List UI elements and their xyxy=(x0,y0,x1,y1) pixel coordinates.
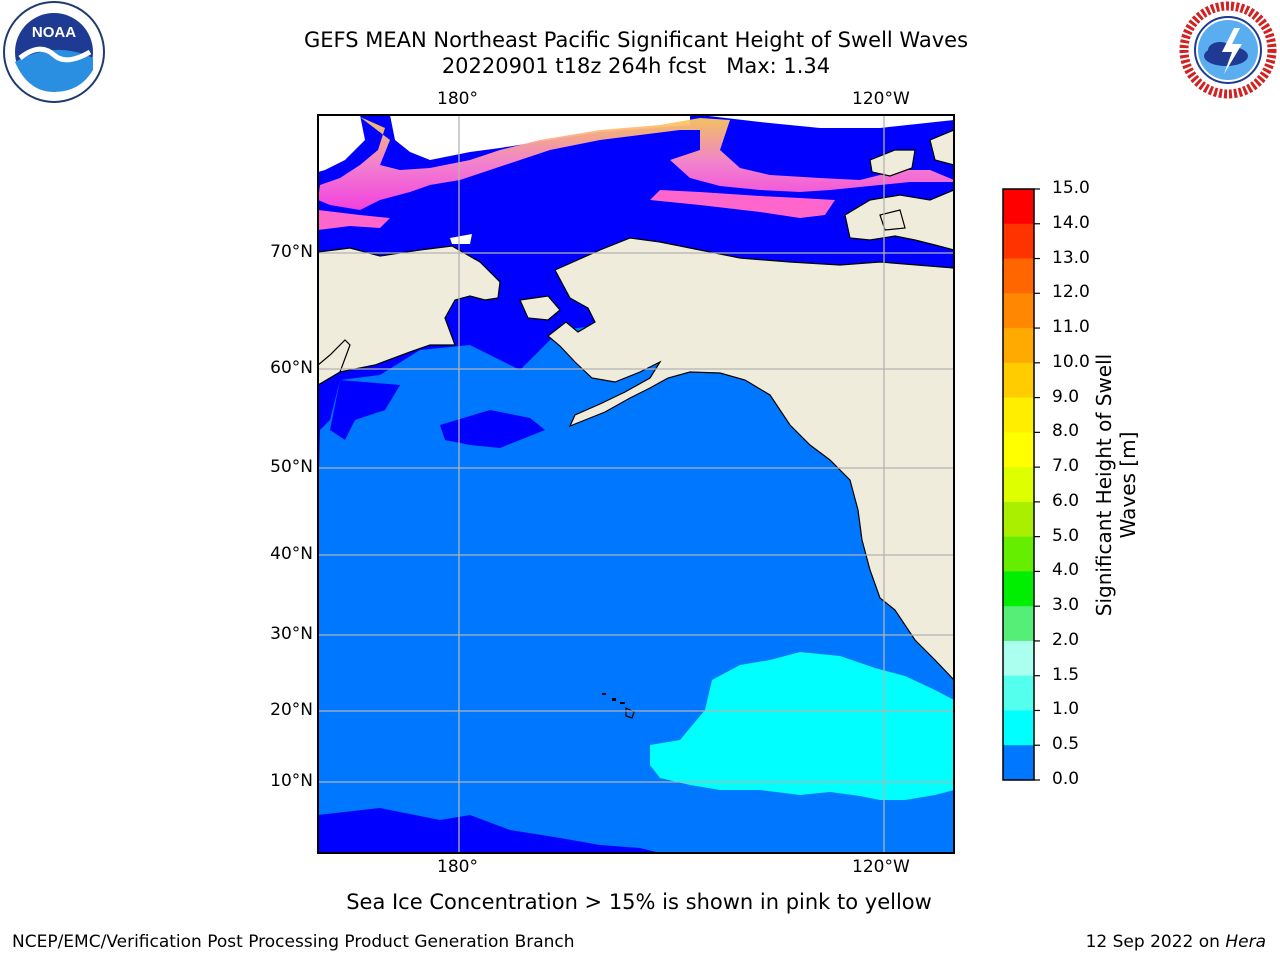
colorbar xyxy=(1003,189,1034,781)
colorbar-band xyxy=(1003,745,1034,781)
low-swell-aleutians xyxy=(330,380,545,448)
lat-label-60n: 60°N xyxy=(270,358,313,378)
lon-label-bottom-180: 180° xyxy=(437,857,478,877)
chart-subtitle: 20220901 t18z 264h fcst Max: 1.34 xyxy=(441,54,831,78)
land-alaska xyxy=(547,237,954,681)
footer-credit: NCEP/EMC/Verification Post Processing Pr… xyxy=(12,932,575,952)
colorbar-band xyxy=(1003,467,1034,503)
colorbar-band xyxy=(1003,536,1034,572)
lat-label-30n: 30°N xyxy=(270,624,313,644)
colorbar-tick-label: 2.0 xyxy=(1052,629,1080,650)
footer-date-text: 12 Sep 2022 on xyxy=(1085,932,1226,952)
colorbar-tick-label: 7.0 xyxy=(1052,456,1080,477)
colorbar-band xyxy=(1003,640,1034,677)
sea-ice-band xyxy=(318,117,954,210)
lat-label-10n: 10°N xyxy=(270,771,313,791)
low-swell-region-south xyxy=(318,808,660,853)
chart-title: GEFS MEAN Northeast Pacific Significant … xyxy=(303,28,969,52)
colorbar-band xyxy=(1003,328,1034,364)
lat-label-20n: 20°N xyxy=(270,700,313,720)
noaa-logo: NOAA xyxy=(3,1,105,103)
colorbar-tick-label: 9.0 xyxy=(1052,386,1080,407)
colorbar-band xyxy=(1003,258,1034,294)
map-frame xyxy=(317,114,955,854)
lat-label-70n: 70°N xyxy=(270,242,313,262)
land-siberia xyxy=(318,245,501,386)
lat-label-50n: 50°N xyxy=(270,457,313,477)
nws-logo xyxy=(1179,1,1277,99)
map-caption: Sea Ice Concentration > 15% is shown in … xyxy=(346,890,932,914)
lat-label-40n: 40°N xyxy=(270,544,313,564)
footer-host: Hera xyxy=(1225,932,1266,952)
colorbar-tick-label: 0.5 xyxy=(1052,734,1080,755)
colorbar-tick-label: 8.0 xyxy=(1052,421,1080,442)
colorbar-band xyxy=(1003,362,1034,399)
colorbar-band xyxy=(1003,293,1034,329)
colorbar-band xyxy=(1003,432,1034,468)
colorbar-band xyxy=(1003,189,1034,225)
noaa-logo-text: NOAA xyxy=(32,24,76,41)
lon-label-bottom-120w: 120°W xyxy=(852,857,910,877)
colorbar-band xyxy=(1003,606,1034,642)
colorbar-tick-label: 12.0 xyxy=(1052,282,1090,303)
colorbar-tick-label: 14.0 xyxy=(1052,212,1090,233)
colorbar-tick-label: 6.0 xyxy=(1052,490,1080,511)
colorbar-band xyxy=(1003,571,1034,607)
colorbar-tick-label: 5.0 xyxy=(1052,525,1080,546)
colorbar-band xyxy=(1003,501,1034,538)
footer-date: 12 Sep 2022 on Hera xyxy=(1086,932,1266,952)
colorbar-tick-label: 3.0 xyxy=(1052,595,1080,616)
colorbar-tick-label: 1.5 xyxy=(1052,664,1080,685)
colorbar-tick-label: 11.0 xyxy=(1052,317,1090,338)
colorbar-tick-label: 13.0 xyxy=(1052,247,1090,268)
colorbar-band xyxy=(1003,675,1034,711)
colorbar-tick-label: 10.0 xyxy=(1052,351,1090,372)
lon-label-top-180: 180° xyxy=(437,89,478,109)
colorbar-tick-label: 1.0 xyxy=(1052,699,1080,720)
colorbar-band xyxy=(1003,710,1034,746)
colorbar-band xyxy=(1003,397,1034,433)
colorbar-tick-label: 15.0 xyxy=(1052,178,1090,198)
graticule xyxy=(318,115,954,853)
lon-label-top-120w: 120°W xyxy=(852,89,910,109)
colorbar-label: Significant Height of Swell Waves [m] xyxy=(1092,353,1140,617)
high-swell-region xyxy=(650,652,954,800)
colorbar-band xyxy=(1003,223,1034,260)
colorbar-tick-label: 0.0 xyxy=(1052,769,1080,789)
colorbar-tick-label: 4.0 xyxy=(1052,560,1080,581)
